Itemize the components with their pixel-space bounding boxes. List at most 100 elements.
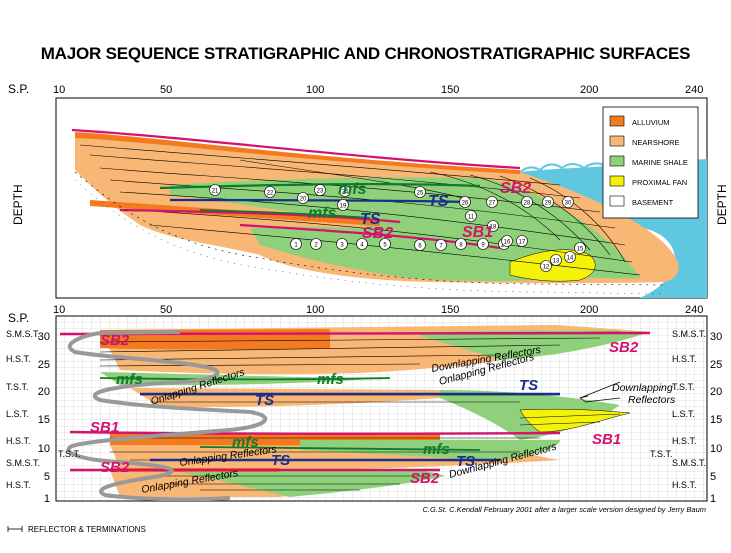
legend-swatch: [609, 175, 625, 187]
systems-tract-label: H.S.T.: [672, 436, 697, 446]
ts-surface-top: [169, 198, 471, 204]
tick-label: 200: [580, 84, 598, 96]
sb1-label: SB1: [462, 224, 493, 241]
sb2-label: SB2: [500, 180, 531, 197]
sample-marker: [297, 192, 309, 204]
sample-marker: [337, 199, 349, 211]
sb2-label: SB2: [362, 225, 393, 242]
sb2-surface-mid: [119, 208, 401, 224]
bottom-panel: SB2 SB2 mfs mfs TS TS SB1 SB1 mfs mfs TS…: [6, 315, 722, 505]
top-axis: S.P. 10 50 100 150 200 240: [8, 82, 703, 96]
tick-label: 100: [306, 84, 324, 96]
depth-label-left: DEPTH: [11, 184, 25, 225]
mfs-label: mfs: [423, 441, 450, 458]
sample-marker: [574, 242, 586, 254]
sample-marker-label: 16: [504, 240, 511, 246]
axis-label: S.P.: [8, 311, 29, 325]
scale-label: 1: [710, 493, 716, 505]
sample-marker: [455, 238, 467, 250]
page-title: MAJOR SEQUENCE STRATIGRAPHIC AND CHRONOS…: [40, 44, 691, 63]
sample-marker-label: 11: [468, 215, 475, 221]
sample-marker-label: 27: [489, 201, 496, 207]
sample-marker-label: 24: [342, 190, 349, 196]
sample-marker: [540, 260, 552, 272]
sample-marker-label: 2: [314, 243, 318, 249]
axis-label: S.P.: [8, 82, 29, 96]
tick-label: 10: [53, 304, 65, 316]
legend-swatch: [609, 115, 625, 127]
sample-marker: [501, 235, 513, 247]
sample-markers: 1234567891011121314151617181920212223242…: [209, 184, 586, 272]
sample-marker: [486, 196, 498, 208]
mfs-surface-bottom-a: [99, 377, 391, 381]
mfs-label: mfs: [338, 181, 367, 198]
tick-label: 150: [441, 304, 459, 316]
footer-legend: REFLECTOR & TERMINATIONS: [7, 525, 146, 534]
legend-swatch: [609, 195, 625, 207]
legend-label: PROXIMAL FAN: [632, 178, 687, 187]
sample-marker-label: 29: [545, 201, 552, 207]
sample-marker-label: 17: [519, 240, 526, 246]
sample-marker-label: 26: [462, 201, 469, 207]
mfs-label: mfs: [232, 434, 259, 451]
legend: ALLUVIUM NEARSHORE MARINE SHALE PROXIMAL FA…: [602, 106, 699, 219]
sample-marker-label: 23: [317, 189, 324, 195]
sample-marker-label: 25: [417, 191, 424, 197]
ts-label: TS: [255, 392, 274, 409]
systems-tract-label: H.S.T.: [6, 480, 31, 490]
bottom-axis: S.P. 10 50 100 150 200 240: [8, 304, 703, 325]
sample-marker: [310, 238, 322, 250]
marine-shale-lower: [250, 226, 570, 281]
mfs-label: mfs: [317, 371, 344, 388]
sample-marker-label: 9: [481, 243, 485, 249]
ts-label: TS: [360, 211, 381, 228]
sample-marker-label: 22: [267, 191, 274, 197]
top-panel: 1234567891011121314151617181920212223242…: [55, 97, 708, 299]
systems-tract-label: S.M.S.T.: [6, 329, 40, 339]
tick-label: 240: [685, 84, 703, 96]
scale-label: 5: [710, 471, 716, 483]
sb2-label: SB2: [100, 332, 130, 349]
sample-marker: [465, 210, 477, 222]
mfs-label: mfs: [308, 205, 337, 222]
systems-tract-label: T.S.T.: [672, 382, 695, 392]
sample-marker-label: 5: [383, 243, 387, 249]
sb1-label: SB1: [592, 431, 621, 448]
sample-marker: [459, 196, 471, 208]
sample-marker-label: 19: [340, 204, 347, 210]
depth-label-right: DEPTH: [715, 184, 729, 225]
sample-marker-label: 14: [567, 256, 574, 262]
sample-marker-label: 15: [577, 247, 584, 253]
scale-label: 30: [710, 331, 722, 343]
ts-label: TS: [456, 453, 475, 470]
systems-tract-label: H.S.T.: [672, 480, 697, 490]
legend-swatch: [609, 155, 625, 167]
sb1-surface-top: [239, 223, 501, 250]
systems-tract-label: S.M.S.T.: [672, 329, 706, 339]
left-scale: 30 25 20 15 10 5 1: [38, 331, 50, 505]
sample-marker: [516, 235, 528, 247]
sample-marker: [550, 254, 562, 266]
systems-tract-label: T.S.T.: [650, 449, 673, 459]
scale-label: 20: [710, 386, 722, 398]
tick-label: 100: [306, 304, 324, 316]
ts-label: TS: [519, 377, 538, 394]
sb2-surface-top: [71, 128, 521, 170]
tick-label: 50: [160, 304, 172, 316]
sample-marker-label: 21: [212, 189, 219, 195]
sample-marker-label: 8: [459, 243, 463, 249]
systems-tract-label: S.M.S.T.: [6, 458, 40, 468]
lst-nearshore: [130, 388, 440, 408]
scale-label: 25: [710, 359, 722, 371]
legend-swatch: [609, 135, 625, 147]
systems-tract-label: T.S.T.: [58, 449, 81, 459]
sample-marker-label: 7: [439, 244, 443, 250]
sample-marker-label: 12: [543, 265, 550, 271]
scale-label: 10: [710, 443, 722, 455]
scale-label: 10: [38, 443, 50, 455]
sample-marker-label: 18: [490, 225, 497, 231]
sample-marker: [379, 238, 391, 250]
sample-marker: [562, 196, 574, 208]
sample-marker: [356, 238, 368, 250]
sample-marker-label: 1: [294, 243, 298, 249]
